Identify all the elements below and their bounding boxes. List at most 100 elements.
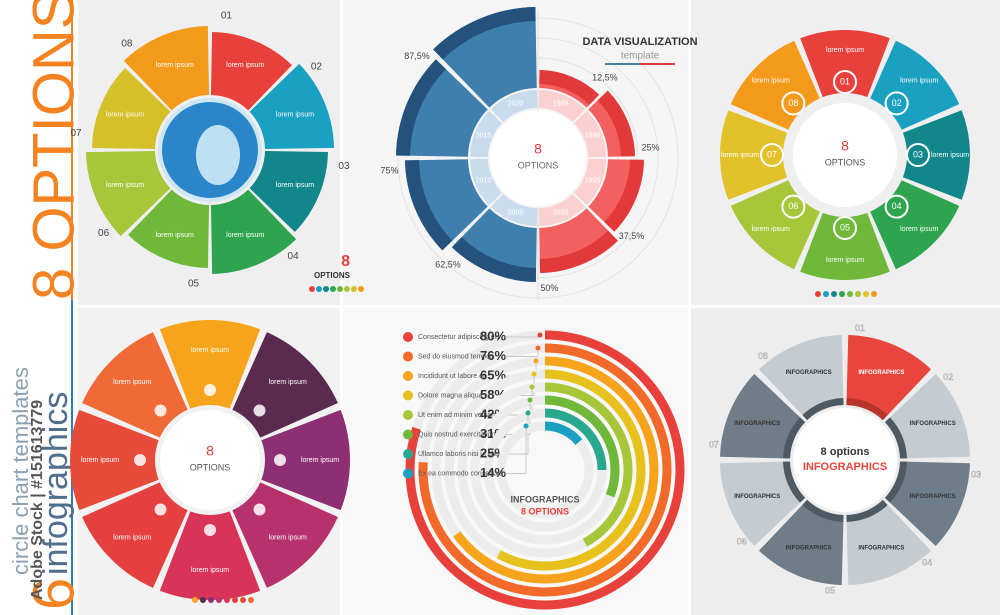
segment-label: lorem ipsum <box>826 257 864 264</box>
year-band <box>538 90 586 123</box>
row-icon <box>403 371 413 381</box>
year-band <box>538 193 586 226</box>
year-label: 1995 <box>585 177 601 184</box>
row-text: Sed do eiusmod tempor <box>418 353 493 360</box>
center-number: 8 <box>534 141 542 157</box>
dot <box>863 291 869 297</box>
segment-label: lorem ipsum <box>113 379 151 386</box>
segment <box>846 499 932 585</box>
segment-label: lorem ipsum <box>191 567 229 574</box>
number-badge <box>833 70 857 94</box>
dot <box>358 286 364 292</box>
dot <box>248 597 254 603</box>
row-icon <box>403 410 413 420</box>
center-text: OPTIONS <box>518 160 559 170</box>
sidebar-subtitle: infographics <box>37 392 75 575</box>
leader-dot <box>529 384 535 390</box>
segment-number: 06 <box>788 201 798 211</box>
segment <box>123 26 210 111</box>
segment <box>128 189 210 268</box>
segment-number: 08 <box>788 98 798 108</box>
segment <box>249 63 334 150</box>
dot <box>232 597 238 603</box>
segment-edge <box>783 461 806 503</box>
year-band <box>490 90 538 123</box>
segment-number: 03 <box>338 161 350 172</box>
segment-edge <box>802 398 844 421</box>
year-label: 2015 <box>476 132 492 139</box>
segment-label: lorem ipsum <box>156 62 194 69</box>
segment <box>902 110 971 200</box>
title: DATA VISUALIZATION <box>582 36 697 48</box>
leader-dot <box>523 423 529 429</box>
segment <box>159 511 261 600</box>
dot <box>316 286 322 292</box>
scale-label: 62,5% <box>435 260 461 270</box>
year-band <box>490 193 538 226</box>
row-value: 80% <box>480 328 506 343</box>
row-text: Ullamco laboris nisi ut aliquip <box>418 451 508 458</box>
segment <box>720 373 806 459</box>
year-band <box>470 158 503 206</box>
year-label: 2000 <box>553 209 569 216</box>
segment <box>92 68 171 150</box>
segment <box>159 320 261 409</box>
segment-label: lorem ipsum <box>226 62 264 69</box>
dot <box>344 286 350 292</box>
number-badge <box>884 91 909 116</box>
row-icon <box>403 429 413 440</box>
sidebar-caption: circle chart templates <box>8 367 33 575</box>
segment <box>846 335 932 421</box>
icon <box>134 454 146 466</box>
segment-label: INFOGRAPHICS <box>910 494 956 500</box>
arc <box>544 395 620 498</box>
segment-label: lorem ipsum <box>106 182 144 189</box>
dot <box>839 291 845 297</box>
segment-number: 08 <box>121 38 133 49</box>
segment-label: lorem ipsum <box>113 535 151 542</box>
segment-number: 06 <box>98 228 110 239</box>
segment-label: INFOGRAPHICS <box>910 421 956 427</box>
segment-edge <box>884 417 907 459</box>
segment-number: 03 <box>913 149 923 159</box>
number-badge <box>760 143 784 167</box>
segment-number: 01 <box>855 323 865 333</box>
arc <box>418 343 672 597</box>
subtitle: template <box>621 51 660 62</box>
segment-number: 04 <box>922 558 932 568</box>
row-icon <box>403 351 413 362</box>
segment-label: lorem ipsum <box>276 182 314 189</box>
leader-dot <box>537 332 543 338</box>
arc <box>453 356 659 584</box>
row-text: Ex ea commodo consequat <box>418 470 503 477</box>
wedge-band <box>597 90 635 157</box>
segment-label: INFOGRAPHICS <box>786 370 832 376</box>
row-value: 65% <box>480 367 506 382</box>
segment <box>210 32 292 111</box>
row-icon <box>403 449 413 459</box>
icon <box>204 524 216 536</box>
segment-number: 01 <box>221 11 233 22</box>
dot <box>200 597 206 603</box>
dot <box>216 597 222 603</box>
wedge-band <box>405 160 453 251</box>
sidebar-title: 8 OPTIONS <box>21 0 86 300</box>
segment-number: 01 <box>840 76 850 86</box>
segment-label: lorem ipsum <box>900 78 938 85</box>
center <box>793 408 897 512</box>
segment <box>261 409 351 511</box>
year-label: 1990 <box>585 132 601 139</box>
track <box>496 421 594 519</box>
segment <box>800 212 890 280</box>
wedge-band <box>604 159 644 232</box>
dot <box>831 291 837 297</box>
segment <box>249 150 328 232</box>
sidebar-number: 6 <box>21 578 86 610</box>
year-label: 1985 <box>553 100 569 107</box>
number-badge <box>781 91 806 116</box>
segment-number: 02 <box>943 372 953 382</box>
segment-label: INFOGRAPHICS <box>858 370 904 376</box>
scale-label: 87,5% <box>404 51 430 61</box>
center <box>490 110 586 206</box>
leader-dot <box>527 397 533 403</box>
